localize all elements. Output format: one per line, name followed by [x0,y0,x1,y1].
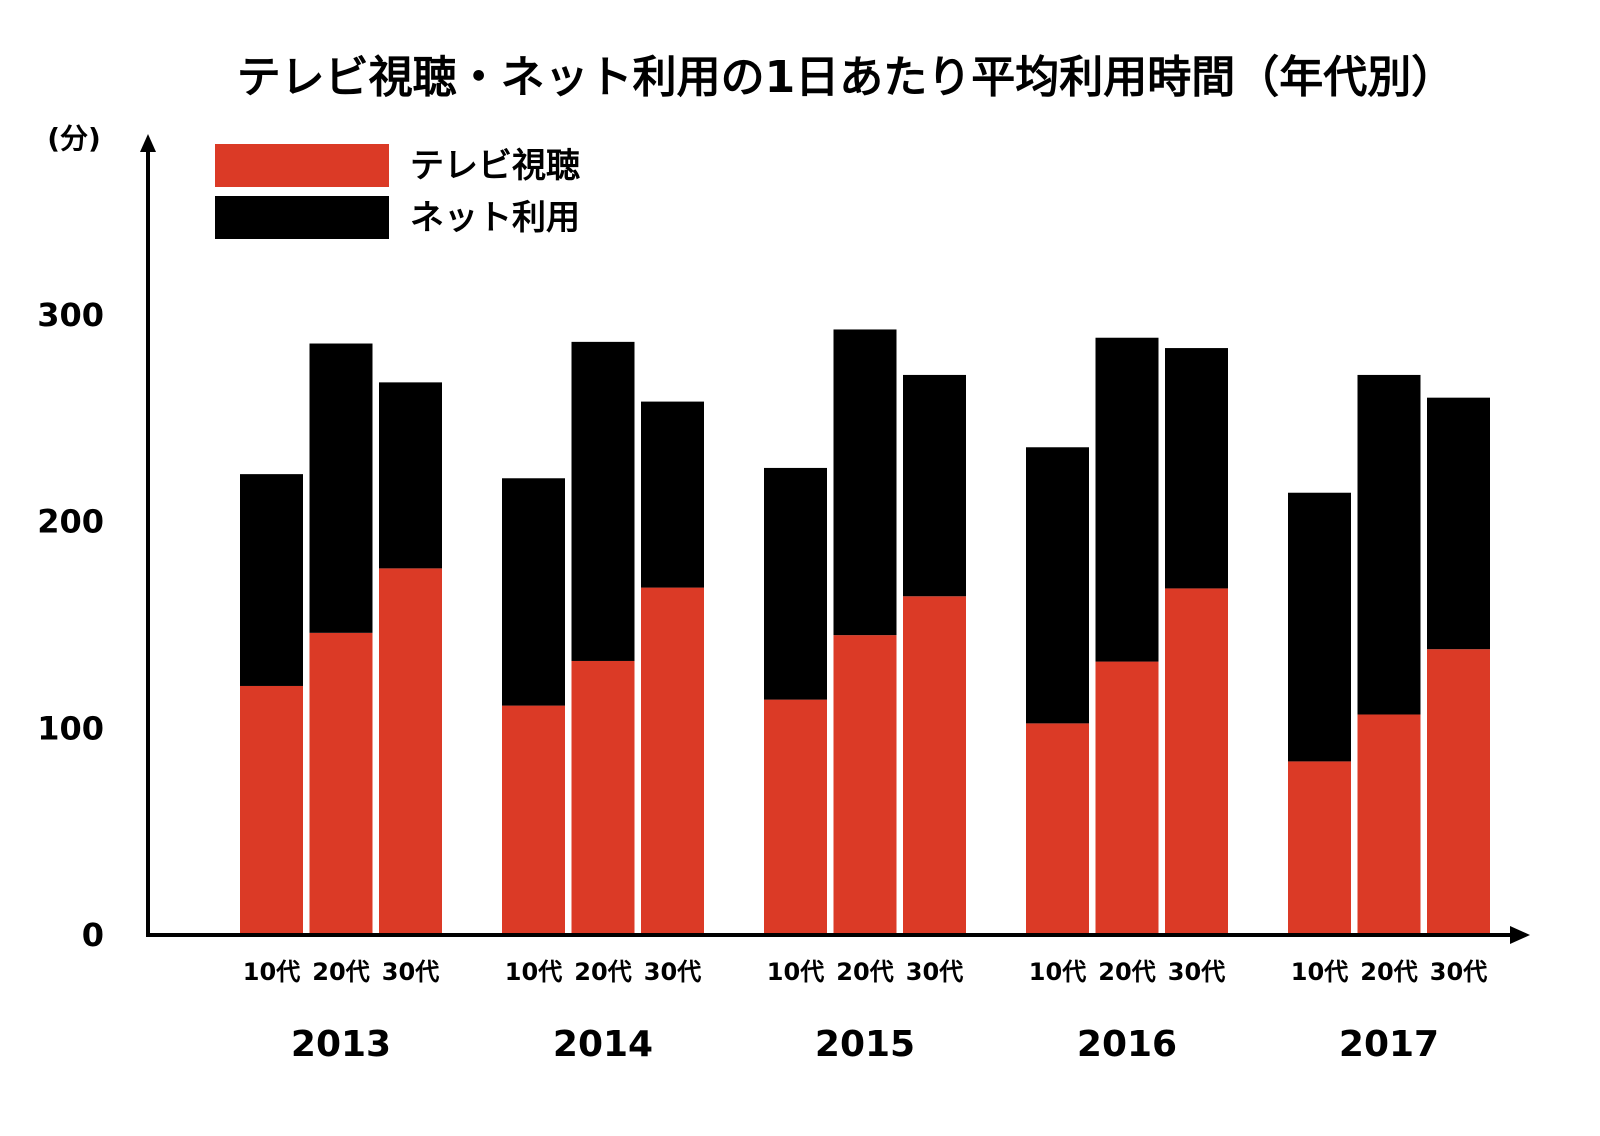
x-axis-arrowhead [1510,926,1530,944]
x-category-label: 30代 [1430,958,1487,986]
bar-net-2014-30代 [641,401,704,588]
bar-tv-2015-10代 [764,699,827,935]
chart-title: テレビ視聴・ネット利用の1日あたり平均利用時間（年代別） [237,52,1456,103]
x-category-label: 30代 [1168,958,1225,986]
x-category-label: 20代 [1360,958,1417,986]
bar-tv-2014-20代 [571,660,635,935]
y-axis-arrowhead [140,134,156,152]
x-category-label: 20代 [836,958,893,986]
tick-labels-layer: 0 100 200 300 10代 20代 30代 2013 10代 20代 30代 2014 10代 2… [37,296,1487,1065]
x-category-label: 10代 [243,958,300,986]
x-group-label: 2014 [553,1024,653,1065]
legend-swatch-net [215,196,389,239]
legend-swatch-tv [215,144,389,187]
x-category-label: 30代 [644,958,701,986]
bar-net-2014-10代 [502,478,565,706]
bar-tv-2017-30代 [1427,649,1490,935]
x-group-label: 2015 [815,1024,915,1065]
bar-net-2017-20代 [1357,374,1421,715]
bar-net-2016-20代 [1095,337,1159,662]
x-group-label: 2016 [1077,1024,1177,1065]
bar-net-2015-20代 [833,329,897,636]
y-tick-label: 100 [37,709,104,747]
x-category-label: 10代 [1291,958,1348,986]
x-category-label: 20代 [1098,958,1155,986]
x-category-label: 10代 [505,958,562,986]
bar-tv-2017-10代 [1288,761,1351,935]
bar-tv-2013-10代 [240,685,303,935]
y-tick-label: 0 [82,916,104,954]
legend-label-tv: テレビ視聴 [410,146,580,186]
bar-tv-2016-20代 [1095,661,1159,935]
x-group-label: 2013 [291,1024,391,1065]
x-category-label: 30代 [906,958,963,986]
bar-net-2016-10代 [1026,447,1089,724]
bar-net-2013-20代 [309,343,373,633]
bar-tv-2016-30代 [1165,588,1228,935]
bar-net-2014-20代 [571,341,635,661]
bar-tv-2017-20代 [1357,714,1421,935]
x-group-label: 2017 [1339,1024,1439,1065]
x-category-label: 20代 [574,958,631,986]
x-category-label: 20代 [312,958,369,986]
bar-tv-2013-30代 [379,568,442,935]
x-category-label: 30代 [382,958,439,986]
y-axis-unit-label: (分) [47,122,101,155]
bar-tv-2016-10代 [1026,723,1089,935]
bar-tv-2015-20代 [833,635,897,935]
x-category-label: 10代 [1029,958,1086,986]
bar-net-2013-10代 [240,474,303,686]
bars-layer [240,329,1490,935]
bar-net-2015-30代 [903,374,966,597]
axes-layer [140,134,1530,944]
bar-tv-2014-10代 [502,705,565,935]
bar-net-2017-30代 [1427,397,1490,650]
legend-label-net: ネット利用 [410,198,580,238]
bar-net-2013-30代 [379,382,442,569]
bar-net-2016-30代 [1165,348,1228,589]
x-category-label: 10代 [767,958,824,986]
bar-tv-2014-30代 [641,587,704,935]
bar-net-2015-10代 [764,467,827,700]
bar-tv-2013-20代 [309,632,373,935]
y-tick-label: 200 [37,503,104,541]
bar-tv-2015-30代 [903,596,966,935]
y-tick-label: 300 [37,296,104,334]
bar-net-2017-10代 [1288,492,1351,762]
